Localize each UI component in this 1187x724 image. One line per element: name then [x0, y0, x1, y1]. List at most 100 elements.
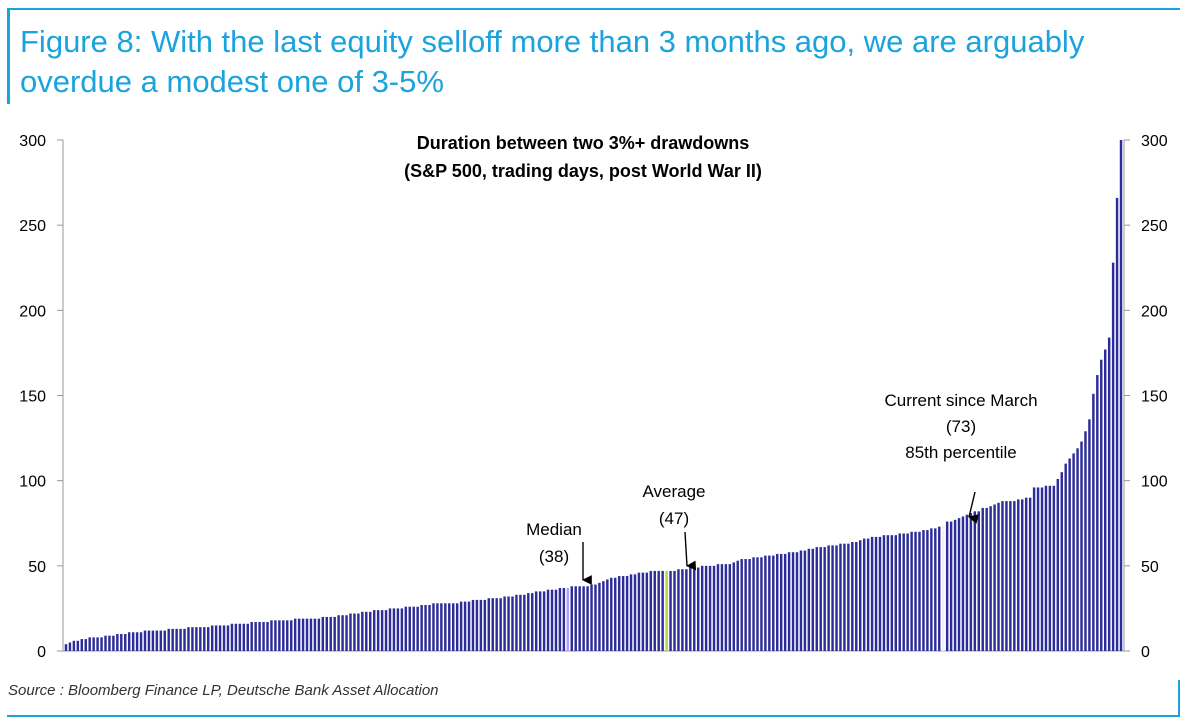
bar — [977, 511, 980, 651]
bar — [562, 587, 566, 651]
annotation-label: Current since March — [884, 391, 1037, 410]
bar — [68, 642, 72, 651]
bar — [444, 603, 447, 651]
bar — [1064, 463, 1067, 651]
bar — [870, 536, 874, 651]
bar — [653, 570, 656, 651]
bar — [558, 587, 562, 651]
bar — [693, 567, 696, 651]
bar — [542, 591, 546, 651]
bar — [882, 535, 886, 651]
bar — [531, 593, 534, 651]
bar — [349, 613, 352, 651]
bar — [625, 576, 629, 651]
y-tick-label-right: 50 — [1141, 559, 1159, 576]
bar — [222, 625, 226, 651]
bar — [1111, 262, 1115, 651]
bar — [1092, 393, 1095, 651]
bar — [945, 521, 949, 651]
bar — [301, 618, 305, 651]
bar — [408, 606, 411, 651]
bar — [1119, 140, 1123, 651]
bar — [878, 536, 882, 651]
bar — [922, 530, 925, 651]
bar — [147, 630, 151, 651]
bar — [471, 599, 475, 651]
bar — [839, 543, 842, 651]
bar — [748, 559, 751, 651]
bar — [337, 615, 340, 651]
bar — [760, 557, 763, 651]
bar — [934, 528, 937, 651]
annotation-label: Median — [526, 520, 582, 539]
bar — [851, 541, 854, 651]
bar — [404, 606, 408, 651]
bar — [803, 550, 807, 651]
bar — [578, 586, 581, 651]
bar — [400, 608, 404, 651]
bar — [412, 606, 415, 651]
bar — [633, 574, 637, 651]
bar — [143, 630, 147, 651]
bar — [1028, 497, 1032, 651]
bar — [732, 562, 735, 651]
bar — [661, 570, 664, 651]
bar — [420, 605, 423, 651]
bar — [96, 637, 99, 651]
bar — [783, 553, 787, 651]
y-tick-label-left: 200 — [19, 303, 46, 320]
bar — [728, 564, 732, 651]
bar — [681, 569, 684, 651]
bar — [815, 547, 818, 651]
bar — [361, 611, 364, 651]
bar — [309, 618, 313, 651]
bar — [475, 599, 479, 651]
bar — [902, 533, 905, 651]
bar — [479, 599, 483, 651]
bar — [305, 618, 309, 651]
bar — [811, 548, 815, 651]
bar — [831, 545, 834, 651]
annotation-label: 85th percentile — [905, 443, 1017, 462]
bar — [258, 622, 261, 651]
chart-title-line-1: Duration between two 3%+ drawdowns — [417, 133, 750, 153]
bar — [151, 630, 155, 651]
bar — [756, 557, 759, 651]
bar — [317, 618, 321, 651]
bar — [459, 601, 463, 651]
bar — [108, 635, 111, 651]
bar — [1115, 197, 1119, 651]
bar — [989, 506, 992, 651]
bar — [776, 553, 779, 651]
bar — [163, 630, 166, 651]
bar — [455, 603, 459, 651]
bar — [570, 586, 573, 651]
y-tick-label-right: 0 — [1141, 644, 1150, 661]
annotation-label: (73) — [946, 417, 976, 436]
bar — [1017, 499, 1020, 651]
bar — [645, 572, 649, 651]
bar — [495, 598, 498, 651]
bar — [372, 610, 376, 651]
bar — [764, 555, 767, 651]
bar — [242, 623, 246, 651]
bar — [847, 543, 850, 651]
bar — [594, 584, 597, 651]
bottom-rule — [7, 715, 1180, 717]
bar — [388, 608, 392, 651]
bar — [167, 628, 170, 651]
bar — [550, 589, 554, 651]
bar — [1103, 349, 1107, 651]
bar — [910, 531, 913, 651]
bar — [369, 611, 372, 651]
bar — [807, 548, 811, 651]
bar — [582, 586, 585, 651]
bar — [665, 570, 668, 651]
bar — [159, 630, 163, 651]
bar — [637, 572, 641, 651]
bar — [534, 591, 538, 651]
bar — [602, 581, 605, 651]
y-tick-label-left: 100 — [19, 474, 46, 491]
bar — [629, 574, 633, 651]
